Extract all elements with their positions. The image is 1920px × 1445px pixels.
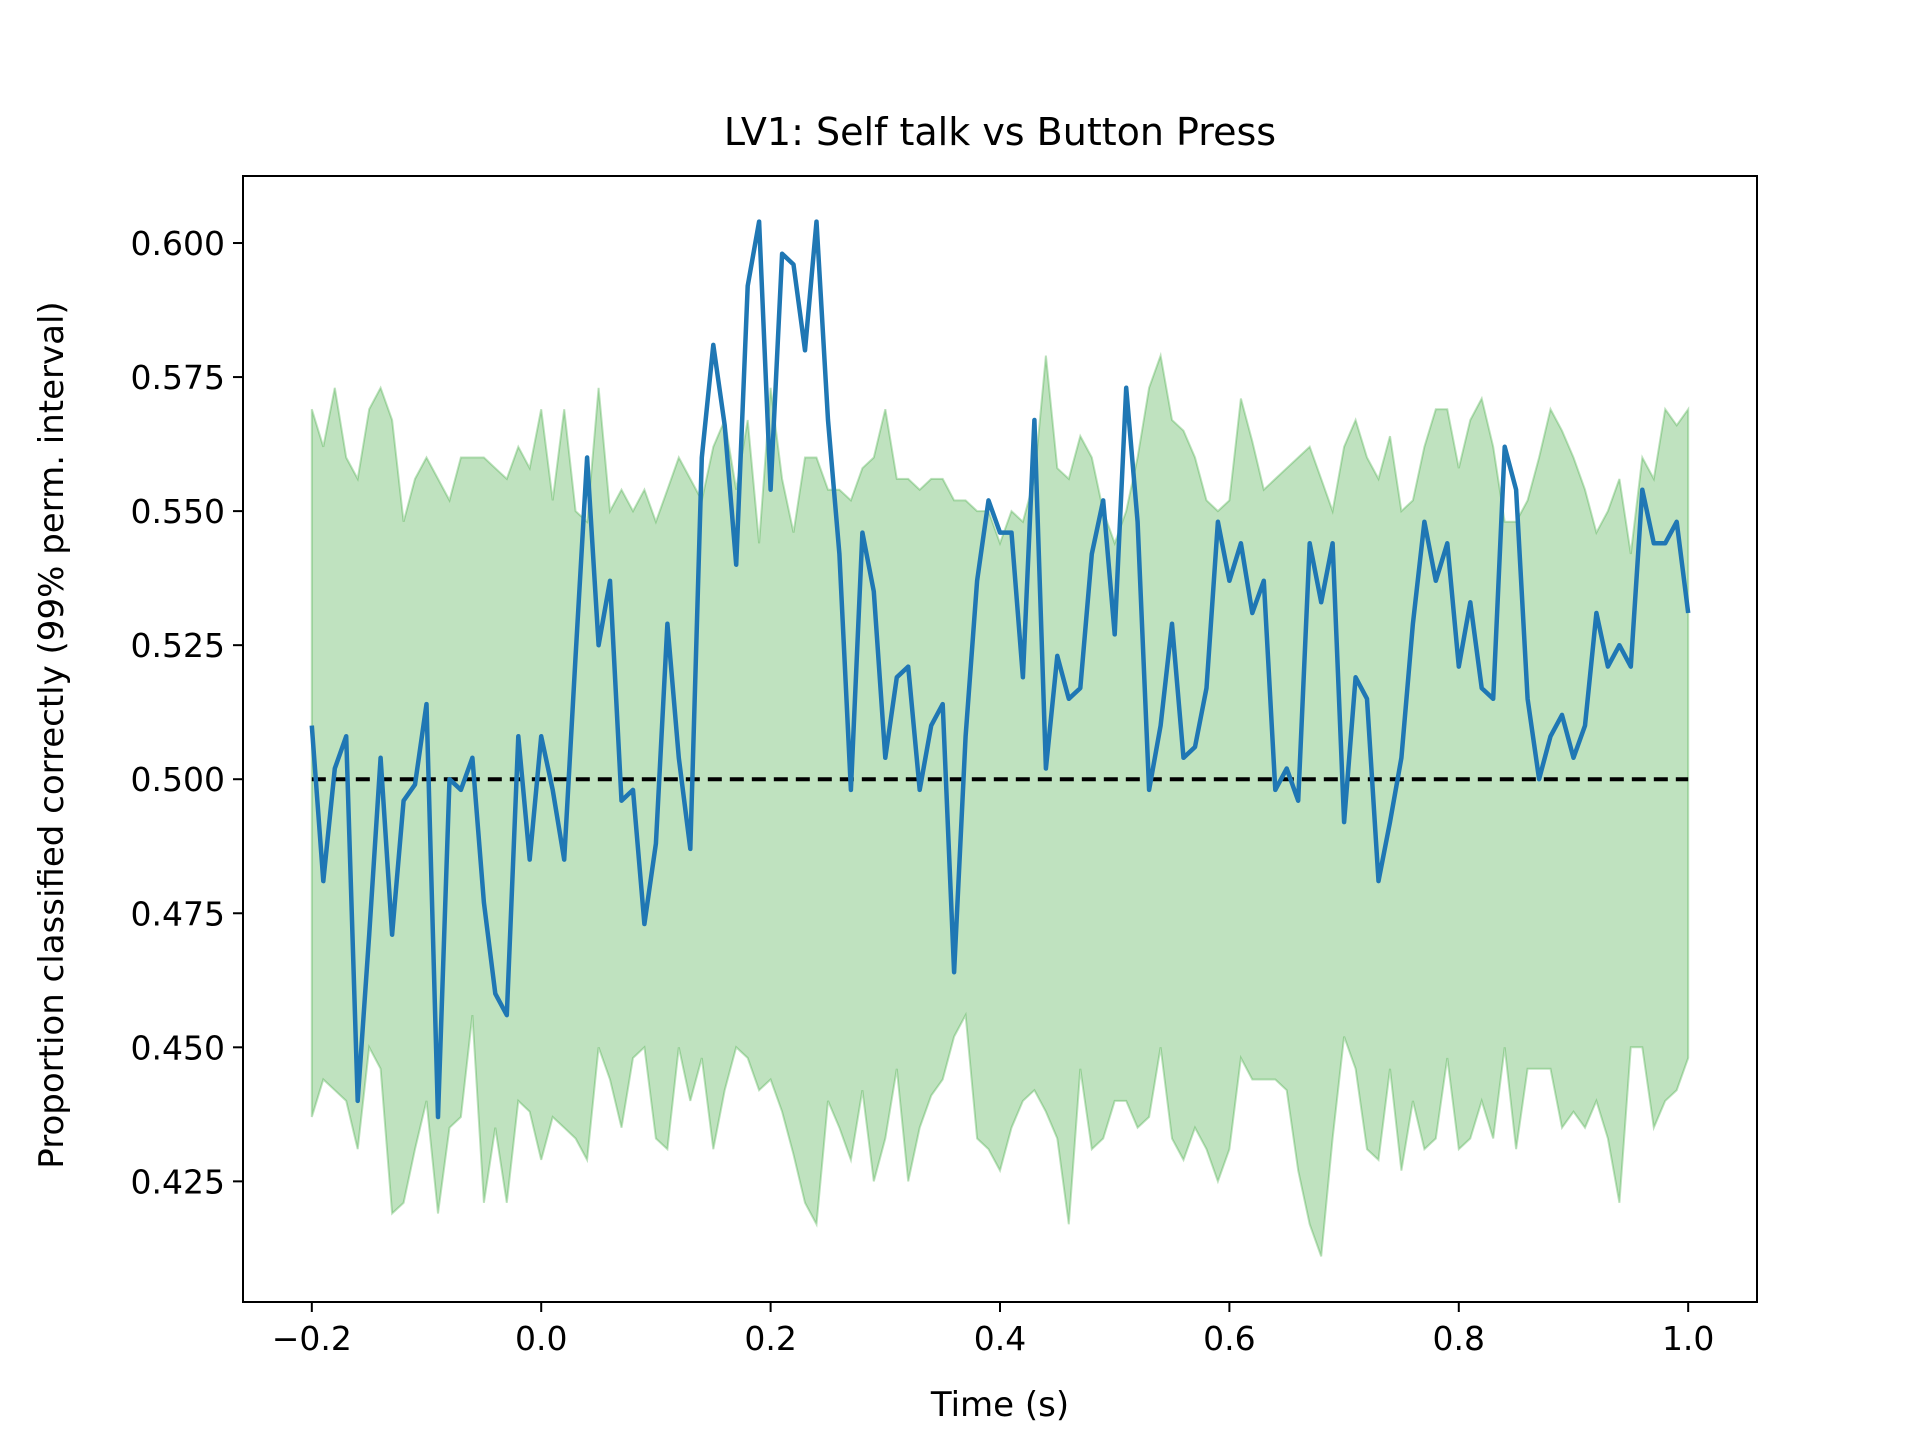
x-tick-label: 0.2: [744, 1319, 796, 1358]
x-tick-label: 0.8: [1433, 1319, 1485, 1358]
y-tick-label: 0.475: [131, 894, 225, 933]
y-tick-label: 0.550: [131, 492, 225, 531]
y-axis-label: Proportion classified correctly (99% per…: [32, 301, 72, 1168]
y-tick-label: 0.600: [131, 224, 225, 263]
accuracy-series: [309, 219, 1691, 1120]
y-tick-label: 0.575: [131, 358, 225, 397]
x-tick-label: 0.4: [974, 1319, 1026, 1358]
chart-title: LV1: Self talk vs Button Press: [724, 110, 1276, 154]
axes: −0.2 0.0 0.2 0.4 0.6 0.8 1.0 0.425 0.450 0.475 0.5…: [131, 175, 1758, 1358]
x-tick-label: 0.6: [1203, 1319, 1255, 1358]
y-tick-label: 0.450: [131, 1028, 225, 1067]
y-tick-label: 0.525: [131, 626, 225, 665]
x-tick-label: 1.0: [1662, 1319, 1714, 1358]
x-tick-label: −0.2: [272, 1319, 352, 1358]
y-tick-label: 0.500: [131, 760, 225, 799]
y-tick-label: 0.425: [131, 1162, 225, 1201]
series-line: [309, 219, 1691, 1120]
x-axis-label: Time (s): [930, 1385, 1069, 1425]
x-tick-label: 0.0: [515, 1319, 567, 1358]
